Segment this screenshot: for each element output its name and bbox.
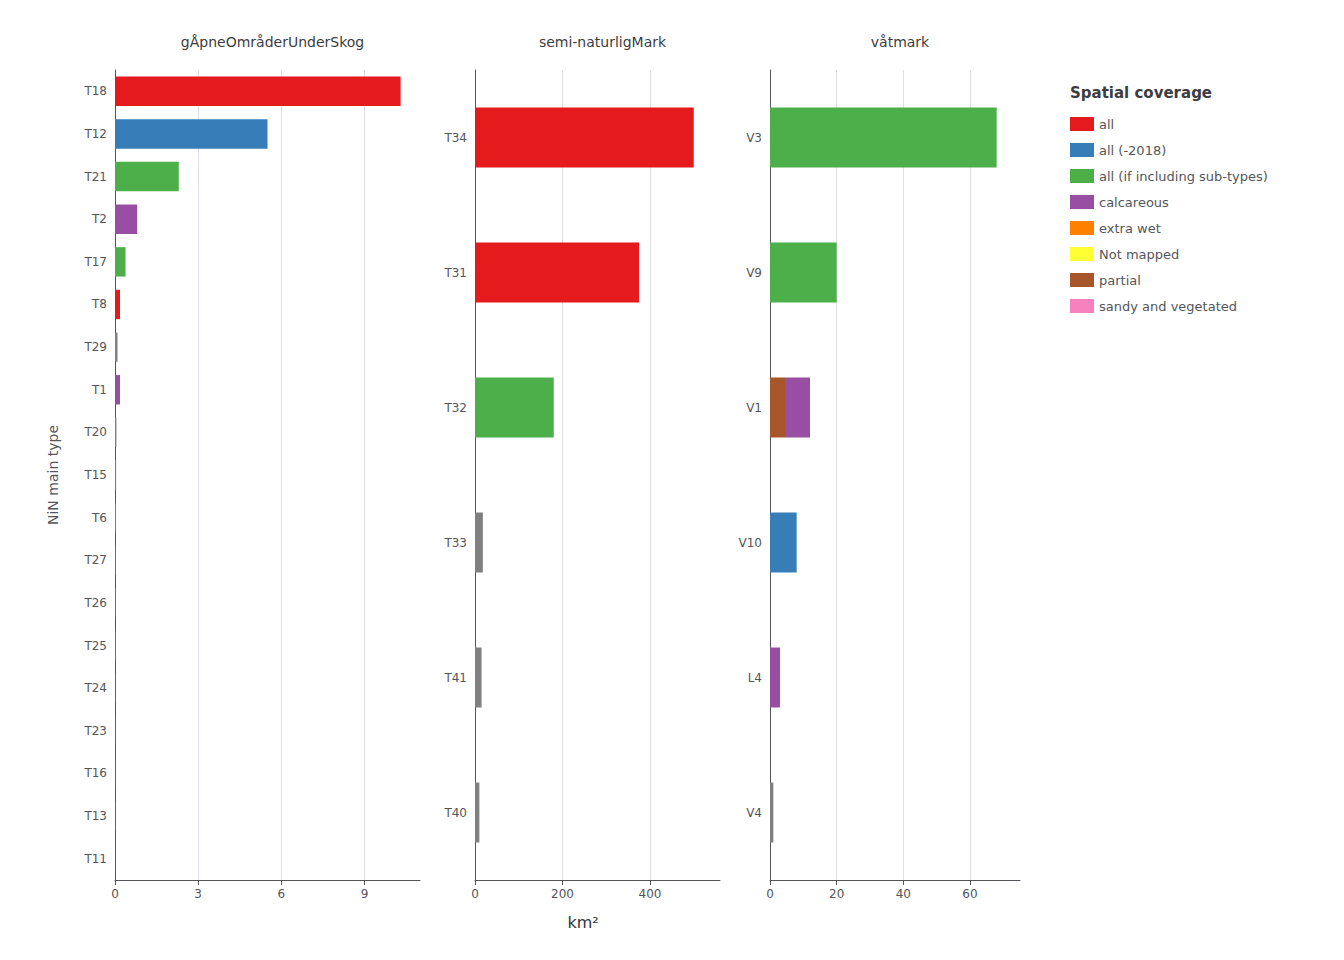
svg-text:all (if including sub-types): all (if including sub-types) <box>1099 169 1268 184</box>
svg-text:T6: T6 <box>91 511 107 525</box>
svg-text:km²: km² <box>568 913 599 932</box>
svg-text:V9: V9 <box>746 266 762 280</box>
svg-text:gÅpneOmråderUnderSkog: gÅpneOmråderUnderSkog <box>181 34 364 50</box>
svg-text:3: 3 <box>194 887 202 901</box>
svg-text:400: 400 <box>639 887 662 901</box>
svg-text:extra wet: extra wet <box>1099 221 1161 236</box>
svg-text:T41: T41 <box>443 671 467 685</box>
svg-text:T34: T34 <box>443 131 467 145</box>
svg-text:V3: V3 <box>746 131 762 145</box>
svg-text:T13: T13 <box>83 809 107 823</box>
svg-text:sandy and vegetated: sandy and vegetated <box>1099 299 1237 314</box>
svg-text:T1: T1 <box>91 383 107 397</box>
svg-text:T16: T16 <box>83 766 107 780</box>
svg-text:våtmark: våtmark <box>871 34 930 50</box>
svg-text:T24: T24 <box>83 681 107 695</box>
svg-text:T2: T2 <box>91 212 107 226</box>
svg-text:all (-2018): all (-2018) <box>1099 143 1166 158</box>
svg-text:T18: T18 <box>83 84 107 98</box>
svg-text:semi-naturligMark: semi-naturligMark <box>539 34 667 50</box>
svg-text:T23: T23 <box>83 724 107 738</box>
svg-text:0: 0 <box>471 887 479 901</box>
svg-text:V1: V1 <box>746 401 762 415</box>
svg-text:6: 6 <box>278 887 286 901</box>
svg-text:T15: T15 <box>83 468 107 482</box>
svg-text:T40: T40 <box>443 806 467 820</box>
svg-text:T29: T29 <box>83 340 107 354</box>
svg-text:calcareous: calcareous <box>1099 195 1169 210</box>
svg-text:Spatial coverage: Spatial coverage <box>1070 84 1212 102</box>
svg-text:0: 0 <box>111 887 119 901</box>
svg-text:60: 60 <box>962 887 977 901</box>
svg-text:T27: T27 <box>83 553 107 567</box>
svg-text:T32: T32 <box>443 401 467 415</box>
svg-text:Not mapped: Not mapped <box>1099 247 1179 262</box>
svg-text:T31: T31 <box>443 266 467 280</box>
svg-text:T26: T26 <box>83 596 107 610</box>
svg-text:T33: T33 <box>443 536 467 550</box>
svg-text:NiN main type: NiN main type <box>45 425 61 525</box>
svg-text:9: 9 <box>361 887 369 901</box>
svg-text:V4: V4 <box>746 806 762 820</box>
svg-text:T20: T20 <box>83 425 107 439</box>
svg-text:T11: T11 <box>83 852 107 866</box>
svg-text:200: 200 <box>551 887 574 901</box>
svg-text:T12: T12 <box>83 127 107 141</box>
svg-text:L4: L4 <box>748 671 762 685</box>
svg-text:partial: partial <box>1099 273 1141 288</box>
svg-text:V10: V10 <box>739 536 762 550</box>
svg-text:T25: T25 <box>83 639 107 653</box>
svg-text:T8: T8 <box>91 297 107 311</box>
svg-text:40: 40 <box>896 887 911 901</box>
svg-text:T17: T17 <box>83 255 107 269</box>
svg-text:0: 0 <box>766 887 774 901</box>
svg-text:20: 20 <box>829 887 844 901</box>
svg-text:all: all <box>1099 117 1114 132</box>
svg-text:T21: T21 <box>83 170 107 184</box>
